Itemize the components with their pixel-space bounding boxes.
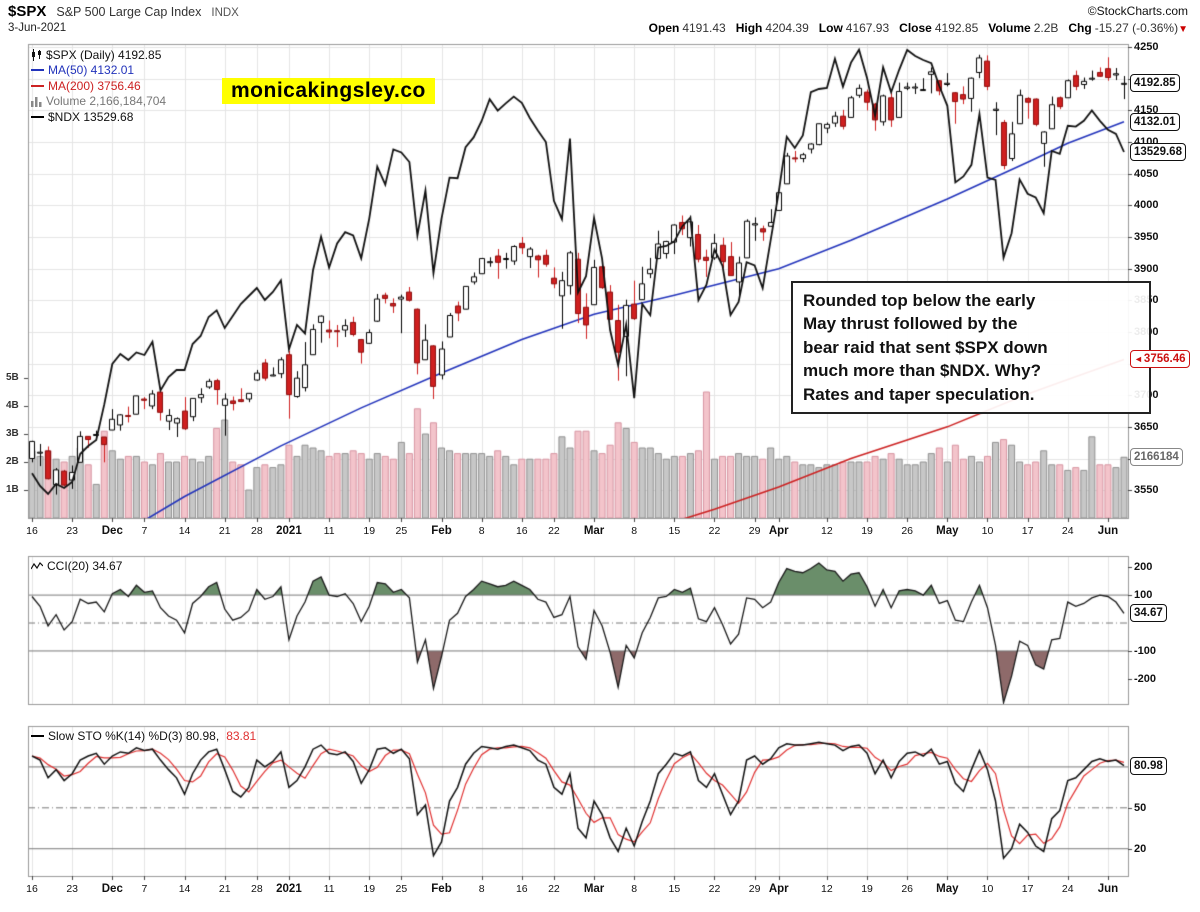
annotation-line: May thrust followed by the — [803, 314, 1018, 334]
down-triangle-icon: ▼ — [1178, 24, 1188, 35]
annotation-box: Rounded top below the early May thrust f… — [791, 281, 1151, 415]
legend-ndx-label: $NDX 13529.68 — [48, 109, 134, 124]
sto-legend-label: Slow STO %K(14) %D(3) 80.98, — [48, 729, 220, 743]
quote-low: Low 4167.93 — [819, 21, 889, 35]
close-value: 4192.85 — [934, 21, 979, 35]
close-label: Close — [899, 21, 932, 35]
high-value: 4204.39 — [765, 21, 809, 35]
indicator-squiggle-icon — [31, 561, 43, 569]
ma200-line-icon — [31, 84, 44, 87]
quote-close: Close 4192.85 — [899, 21, 978, 35]
ma200-value: 3756.46 — [1143, 353, 1186, 366]
chart-date: 3-Jun-2021 — [8, 22, 67, 34]
volume-bars-icon — [31, 97, 42, 108]
cci-legend: CCI(20) 34.67 — [31, 559, 122, 573]
ndx-value-box: 13529.68 — [1130, 143, 1186, 162]
legend-spx: $SPX (Daily) 4192.85 — [31, 47, 166, 63]
volume-value: 2.2B — [1033, 21, 1059, 35]
low-value: 4167.93 — [845, 21, 890, 35]
watermark: monicakingsley.co — [222, 78, 435, 104]
quote-volume: Volume 2.2B — [988, 21, 1058, 35]
legend-ma200-label: MA(200) 3756.46 — [48, 78, 141, 93]
quote-open: Open 4191.43 — [649, 21, 726, 35]
annotation-line: bear raid that sent $SPX down — [803, 337, 1048, 357]
open-value: 4191.43 — [682, 21, 726, 35]
low-label: Low — [818, 21, 843, 35]
quote-high: High 4204.39 — [736, 21, 809, 35]
sto-d-value: 83.81 — [226, 729, 257, 743]
chart-header: $SPX S&P 500 Large Cap Index INDX — [8, 3, 239, 20]
last-price-box: 4192.85 — [1130, 74, 1180, 93]
sto-line-icon — [31, 735, 44, 737]
legend-ma50-label: MA(50) 4132.01 — [48, 63, 135, 78]
open-label: Open — [648, 21, 680, 35]
legend-ndx: $NDX 13529.68 — [31, 109, 166, 125]
annotation-line: Rates and taper speculation. — [803, 384, 1035, 404]
annotation-line: much more than $NDX. Why? — [803, 361, 1042, 381]
volume-value-box: 2166184 — [1130, 448, 1183, 467]
sto-value-box: 80.98 — [1130, 756, 1167, 775]
ma200-value-box: ◄3756.46 — [1130, 350, 1190, 369]
quote-change: Chg -15.27 (-0.36%)▼ — [1068, 21, 1188, 35]
symbol: $SPX — [8, 3, 47, 20]
volume-label: Volume — [988, 21, 1031, 35]
legend-ma200: MA(200) 3756.46 — [31, 78, 166, 94]
legend-volume: Volume 2,166,184,704 — [31, 94, 166, 110]
left-arrow-icon: ◄ — [1134, 354, 1143, 365]
quote-summary: Open 4191.43 High 4204.39 Low 4167.93 Close… — [649, 21, 1188, 35]
high-label: High — [735, 21, 763, 35]
copyright: ©StockCharts.com — [1087, 4, 1188, 18]
legend-volume-label: Volume 2,166,184,704 — [46, 94, 167, 109]
cci-legend-label: CCI(20) 34.67 — [47, 559, 123, 573]
ma50-line-icon — [31, 69, 44, 72]
legend-ma50: MA(50) 4132.01 — [31, 63, 166, 79]
exchange: INDX — [211, 7, 239, 19]
change-label: Chg — [1068, 21, 1092, 35]
main-chart-legend: $SPX (Daily) 4192.85 MA(50) 4132.01 MA(2… — [31, 47, 166, 125]
ma50-value-box: 4132.01 — [1130, 112, 1180, 131]
legend-spx-label: $SPX (Daily) 4192.85 — [46, 47, 162, 62]
index-name: S&P 500 Large Cap Index — [56, 5, 202, 19]
cci-value-box: 34.67 — [1130, 604, 1167, 623]
change-value: -15.27 (-0.36%) — [1094, 21, 1179, 35]
ndx-line-icon — [31, 115, 44, 118]
annotation-line: Rounded top below the early — [803, 291, 1036, 310]
sto-legend: Slow STO %K(14) %D(3) 80.98, 83.81 — [31, 729, 256, 743]
candlestick-icon — [32, 48, 41, 61]
